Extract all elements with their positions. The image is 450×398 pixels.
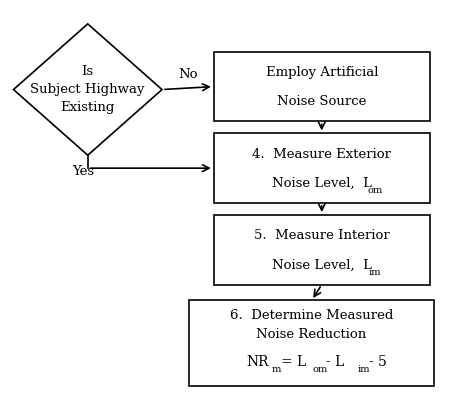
Text: Noise Source: Noise Source xyxy=(277,96,366,108)
Text: No: No xyxy=(178,68,198,81)
Text: NR: NR xyxy=(247,355,269,369)
Polygon shape xyxy=(14,24,162,155)
Text: Employ Artificial: Employ Artificial xyxy=(266,66,378,79)
Text: Existing: Existing xyxy=(61,101,115,114)
FancyBboxPatch shape xyxy=(214,52,430,121)
Text: = L: = L xyxy=(282,355,307,369)
Text: - 5: - 5 xyxy=(369,355,387,369)
Text: om: om xyxy=(367,186,382,195)
Text: 5.  Measure Interior: 5. Measure Interior xyxy=(254,229,390,242)
Text: 6.  Determine Measured: 6. Determine Measured xyxy=(230,309,393,322)
Text: 4.  Measure Exterior: 4. Measure Exterior xyxy=(252,148,391,161)
Text: om: om xyxy=(313,365,328,374)
FancyBboxPatch shape xyxy=(214,133,430,203)
Text: m: m xyxy=(271,365,280,374)
Text: Is: Is xyxy=(82,65,94,78)
Text: Noise Reduction: Noise Reduction xyxy=(256,328,367,341)
Text: im: im xyxy=(369,268,381,277)
FancyBboxPatch shape xyxy=(189,300,434,386)
Text: Subject Highway: Subject Highway xyxy=(31,83,145,96)
Text: - L: - L xyxy=(327,355,345,369)
Text: Noise Level,  L: Noise Level, L xyxy=(272,177,372,190)
Text: Yes: Yes xyxy=(72,165,94,178)
FancyBboxPatch shape xyxy=(214,215,430,285)
Text: im: im xyxy=(358,365,370,374)
Text: Noise Level,  L: Noise Level, L xyxy=(272,259,372,271)
